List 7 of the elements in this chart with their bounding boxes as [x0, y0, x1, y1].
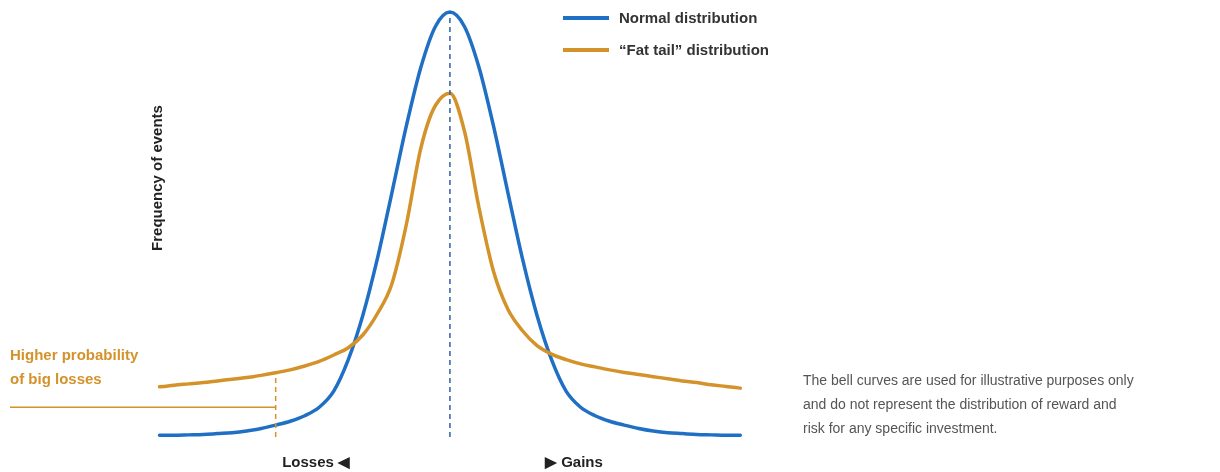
text: Higher probability of big losses: [10, 346, 139, 387]
text: The bell curves are used for illustrative purposes only and do not represent the distribution of reward and risk for any specific investment.: [803, 372, 1134, 436]
legend-label: Normal distribution: [619, 9, 758, 26]
legend-label: “Fat tail” distribution: [619, 41, 769, 58]
text: Losses ◀: [282, 453, 350, 470]
y-axis-title: Frequency of events: [148, 105, 165, 251]
text: ▶ Gains: [544, 453, 603, 470]
